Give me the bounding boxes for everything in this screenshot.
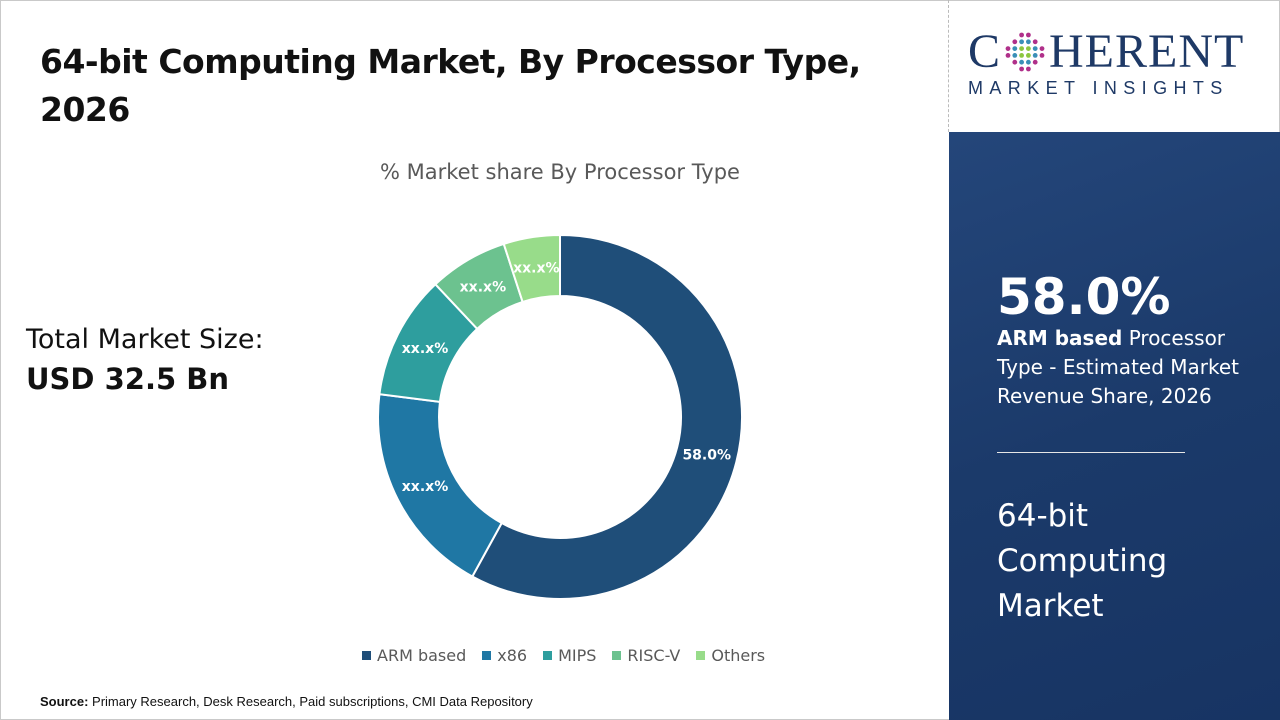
legend-swatch (543, 651, 553, 660)
logo-letters: HERENT (1049, 25, 1245, 78)
legend-label: ARM based (377, 646, 467, 665)
globe-dot (1012, 53, 1018, 58)
globe-dot (1005, 46, 1011, 51)
globe-dot (1039, 46, 1045, 51)
data-label: xx.x% (513, 260, 559, 276)
legend-item: MIPS (543, 646, 596, 665)
globe-dot (1019, 39, 1025, 45)
globe-dot (1019, 66, 1025, 72)
globe-dot (1032, 39, 1038, 45)
legend-swatch (612, 651, 622, 660)
highlight-desc-text: Processor Type - Estimated Market Revenu… (997, 326, 1240, 408)
company-logo: C HERENT MARKET INSIGHTS (968, 28, 1268, 99)
chart-legend: ARM based x86 MIPS RISC-V Others (362, 646, 765, 665)
legend-swatch (362, 651, 371, 660)
legend-swatch (482, 651, 492, 660)
highlight-percent: 58.0% (997, 268, 1171, 326)
donut-slice-arm-based (470, 233, 743, 600)
legend-label: MIPS (558, 646, 597, 665)
total-market-label: Total Market Size: (26, 324, 264, 355)
legend-item: RISC-V (612, 646, 680, 665)
chart-title: % Market share By Processor Type (380, 160, 740, 184)
market-name: 64-bit Computing Market (997, 498, 1168, 624)
globe-dot (1026, 39, 1031, 45)
legend-item: Others (696, 646, 765, 665)
data-label: 58.0% (682, 448, 731, 464)
logo-wordmark: C HERENT (968, 28, 1268, 76)
page-title: 64-bit Computing Market, By Processor Ty… (40, 42, 861, 129)
panel-divider (997, 452, 1185, 453)
globe-dot (1032, 53, 1038, 58)
data-label: xx.x% (460, 280, 506, 296)
legend-item: x86 (482, 646, 527, 665)
globe-dot (1012, 59, 1018, 65)
highlight-panel: 58.0% ARM based Processor Type - Estimat… (949, 132, 1280, 720)
globe-dot (1019, 59, 1025, 65)
logo-letter: C (968, 25, 1002, 78)
globe-dot (1005, 53, 1011, 58)
globe-dot (1032, 46, 1038, 51)
total-market-value: USD 32.5 Bn (26, 362, 229, 396)
source-note: Source: Primary Research, Desk Research,… (40, 694, 533, 709)
legend-label: x86 (497, 646, 528, 665)
globe-dot (1026, 59, 1031, 65)
globe-dot (1026, 66, 1031, 72)
globe-dot (1012, 39, 1018, 45)
globe-dot (1026, 53, 1031, 58)
highlight-description: ARM based Processor Type - Estimated Mar… (997, 324, 1267, 411)
data-label: xx.x% (402, 341, 448, 357)
donut-slice-others (502, 233, 561, 304)
highlight-segment: ARM based (997, 326, 1123, 350)
divider (948, 0, 949, 132)
globe-dot (1019, 46, 1025, 51)
globe-dot (1039, 53, 1045, 58)
logo-subtitle: MARKET INSIGHTS (968, 78, 1229, 98)
globe-dot (1019, 53, 1025, 58)
globe-dots-icon (1005, 32, 1045, 72)
donut-chart: 58.0% xx.x% xx.x% xx.x% xx.x% (377, 233, 743, 600)
legend-swatch (696, 651, 706, 660)
source-text: Primary Research, Desk Research, Paid su… (92, 694, 533, 709)
globe-dot (1012, 46, 1018, 51)
legend-item: ARM based (362, 646, 466, 665)
globe-dot (1026, 32, 1031, 38)
legend-label: Others (711, 646, 766, 665)
source-label: Source: (40, 694, 89, 709)
globe-dot (1026, 46, 1031, 51)
globe-dot (1019, 32, 1025, 38)
globe-dot (1032, 59, 1038, 65)
legend-label: RISC-V (627, 646, 681, 665)
data-label: xx.x% (402, 479, 448, 495)
